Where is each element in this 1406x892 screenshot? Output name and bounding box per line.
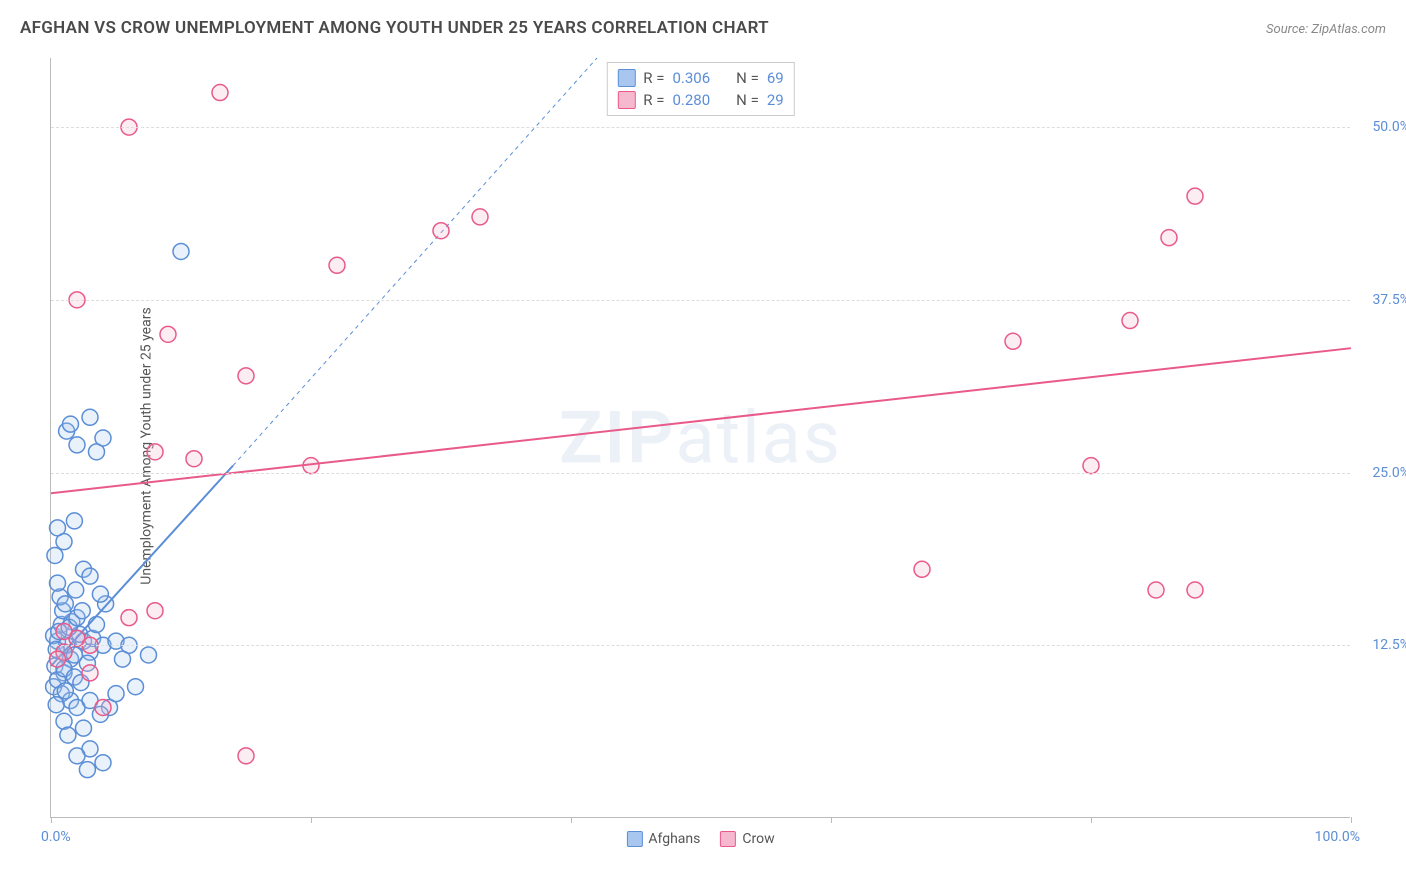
scatter-point	[60, 727, 76, 743]
scatter-point	[1148, 582, 1164, 598]
x-tick-mark	[1351, 817, 1352, 823]
gridline	[51, 473, 1350, 474]
x-axis-label-max: 100.0%	[1315, 829, 1360, 845]
scatter-point	[76, 720, 92, 736]
stat-legend-row: R = 0.280 N = 29	[617, 89, 783, 111]
scatter-point	[74, 603, 90, 619]
scatter-point	[160, 326, 176, 342]
scatter-point	[1083, 458, 1099, 474]
scatter-point	[108, 686, 124, 702]
scatter-point	[89, 617, 105, 633]
series-legend: Afghans Crow	[626, 831, 774, 847]
scatter-point	[82, 568, 98, 584]
scatter-point	[1187, 188, 1203, 204]
scatter-point	[57, 683, 73, 699]
source-text: Source: ZipAtlas.com	[1266, 22, 1386, 37]
legend-swatch	[720, 831, 736, 847]
stat-legend: R = 0.306 N = 69 R = 0.280 N = 29	[606, 62, 794, 116]
scatter-point	[82, 665, 98, 681]
scatter-point	[147, 444, 163, 460]
y-tick-label: 50.0%	[1355, 119, 1406, 135]
stat-n-label: N =	[736, 91, 759, 109]
legend-swatch	[617, 69, 635, 87]
stat-n-value: 69	[767, 69, 784, 87]
x-tick-mark	[571, 817, 572, 823]
scatter-point	[128, 679, 144, 695]
scatter-point	[1005, 333, 1021, 349]
gridline	[51, 300, 1350, 301]
scatter-point	[63, 416, 79, 432]
scatter-point	[92, 586, 108, 602]
scatter-point	[1122, 313, 1138, 329]
legend-swatch	[626, 831, 642, 847]
scatter-point	[48, 697, 64, 713]
trend-line-dashed	[233, 58, 597, 466]
scatter-svg	[51, 58, 1350, 817]
x-tick-mark	[51, 817, 52, 823]
scatter-point	[50, 575, 66, 591]
chart-title: AFGHAN VS CROW UNEMPLOYMENT AMONG YOUTH …	[20, 18, 769, 38]
scatter-point	[56, 623, 72, 639]
scatter-point	[66, 513, 82, 529]
x-tick-mark	[1091, 817, 1092, 823]
legend-item: Crow	[720, 831, 774, 847]
scatter-point	[1187, 582, 1203, 598]
stat-n-value: 29	[767, 91, 784, 109]
scatter-point	[173, 243, 189, 259]
stat-r-label: R =	[643, 91, 664, 109]
scatter-point	[433, 223, 449, 239]
stat-n-label: N =	[736, 69, 759, 87]
scatter-point	[238, 748, 254, 764]
scatter-point	[186, 451, 202, 467]
legend-label: Crow	[742, 831, 774, 847]
plot-area: ZIPatlas R = 0.306N = 69R = 0.280N = 29 …	[50, 58, 1350, 818]
scatter-point	[329, 257, 345, 273]
scatter-point	[69, 748, 85, 764]
x-tick-mark	[831, 817, 832, 823]
scatter-point	[212, 85, 228, 101]
scatter-point	[141, 647, 157, 663]
scatter-point	[69, 437, 85, 453]
scatter-point	[47, 547, 63, 563]
x-tick-mark	[311, 817, 312, 823]
scatter-point	[914, 561, 930, 577]
legend-item: Afghans	[626, 831, 700, 847]
scatter-point	[57, 596, 73, 612]
y-tick-label: 12.5%	[1355, 637, 1406, 653]
scatter-point	[50, 651, 66, 667]
y-tick-label: 25.0%	[1355, 465, 1406, 481]
gridline	[51, 645, 1350, 646]
legend-swatch	[617, 91, 635, 109]
scatter-point	[115, 651, 131, 667]
scatter-point	[147, 603, 163, 619]
stat-r-value: 0.280	[672, 91, 710, 109]
scatter-point	[79, 762, 95, 778]
gridline	[51, 127, 1350, 128]
scatter-point	[95, 699, 111, 715]
scatter-point	[472, 209, 488, 225]
y-tick-label: 37.5%	[1355, 292, 1406, 308]
scatter-point	[1161, 230, 1177, 246]
scatter-point	[95, 755, 111, 771]
scatter-point	[121, 610, 137, 626]
legend-label: Afghans	[648, 831, 700, 847]
stat-legend-row: R = 0.306 N = 69	[617, 67, 783, 89]
stat-r-value: 0.306	[672, 69, 710, 87]
x-axis-label-min: 0.0%	[41, 829, 71, 845]
scatter-point	[68, 582, 84, 598]
scatter-point	[238, 368, 254, 384]
scatter-point	[82, 409, 98, 425]
stat-r-label: R =	[643, 69, 664, 87]
scatter-point	[95, 430, 111, 446]
scatter-point	[56, 534, 72, 550]
